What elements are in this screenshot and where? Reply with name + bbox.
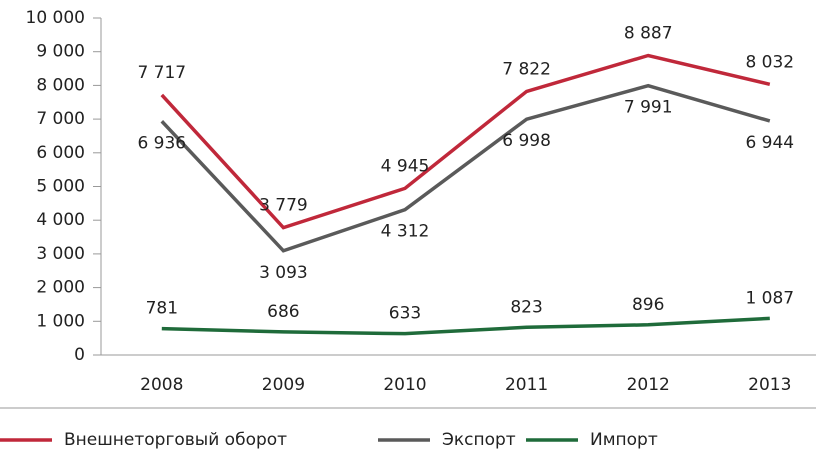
y-tick-label: 0 bbox=[74, 345, 85, 365]
series-line bbox=[160, 53, 771, 230]
data-label: 4 312 bbox=[381, 222, 430, 242]
data-label: 6 936 bbox=[137, 133, 186, 153]
data-label: 7 717 bbox=[137, 63, 186, 83]
data-label: 781 bbox=[146, 299, 178, 319]
data-label: 8 032 bbox=[745, 52, 794, 72]
data-label: 8 887 bbox=[624, 24, 673, 44]
data-label: 6 944 bbox=[745, 133, 794, 153]
legend-label: Внешнеторговый оборот bbox=[64, 430, 287, 450]
data-label: 823 bbox=[510, 297, 542, 317]
y-tick-label: 5 000 bbox=[36, 177, 85, 197]
data-label: 4 945 bbox=[381, 156, 430, 176]
series-line bbox=[161, 316, 770, 336]
data-label: 7 822 bbox=[502, 59, 551, 79]
data-label: 1 087 bbox=[745, 288, 794, 308]
data-label: 3 779 bbox=[259, 196, 308, 216]
x-tick-label: 2012 bbox=[627, 375, 670, 395]
data-label: 3 093 bbox=[259, 263, 308, 283]
series-line bbox=[160, 83, 771, 253]
y-tick-label: 10 000 bbox=[26, 8, 85, 28]
x-tick-label: 2009 bbox=[262, 375, 305, 395]
y-tick-label: 3 000 bbox=[36, 244, 85, 264]
x-tick-label: 2013 bbox=[748, 375, 791, 395]
legend-label: Экспорт bbox=[442, 430, 516, 450]
y-tick-label: 1 000 bbox=[36, 311, 85, 331]
data-label: 633 bbox=[389, 304, 421, 324]
y-tick-label: 2 000 bbox=[36, 278, 85, 298]
data-label: 6 998 bbox=[502, 131, 551, 151]
x-tick-label: 2010 bbox=[383, 375, 426, 395]
y-tick-label: 6 000 bbox=[36, 143, 85, 163]
x-tick-label: 2008 bbox=[140, 375, 183, 395]
legend-label: Импорт bbox=[590, 430, 658, 450]
data-label: 7 991 bbox=[624, 98, 673, 118]
data-label: 686 bbox=[267, 302, 299, 322]
y-tick-label: 8 000 bbox=[36, 75, 85, 95]
x-tick-label: 2011 bbox=[505, 375, 548, 395]
y-tick-label: 7 000 bbox=[36, 109, 85, 129]
y-tick-label: 9 000 bbox=[36, 42, 85, 62]
y-tick-label: 4 000 bbox=[36, 210, 85, 230]
data-label: 896 bbox=[632, 295, 664, 315]
